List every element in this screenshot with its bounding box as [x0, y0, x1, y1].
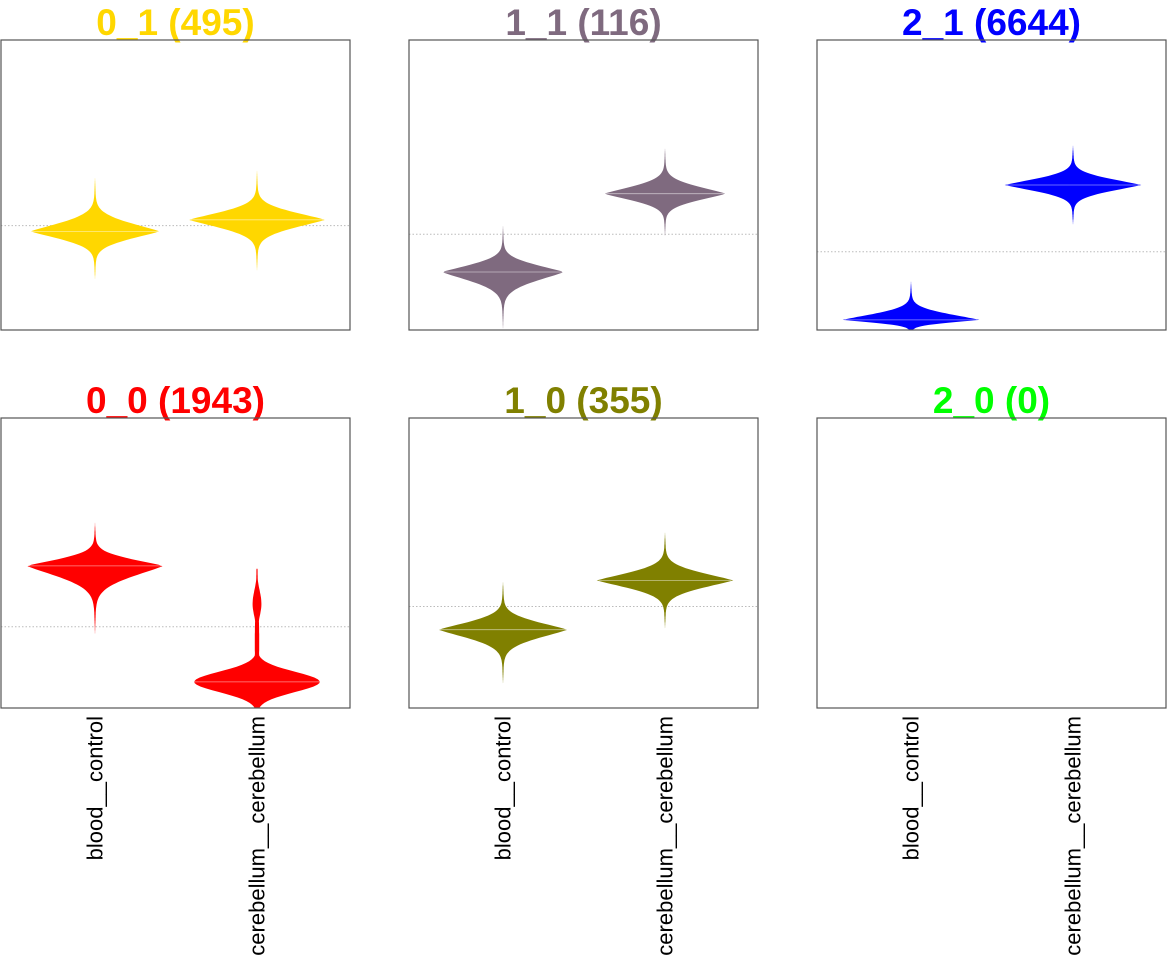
x-tick-label: blood__control — [899, 716, 924, 860]
plot-area — [409, 531, 758, 685]
panel-frame — [816, 417, 1167, 709]
violin-blood__control — [31, 176, 159, 281]
panel-2_1: 2_1 (6644) — [816, 2, 1167, 331]
panel-title: 2_1 (6644) — [902, 2, 1081, 43]
violin-blood__control — [842, 280, 980, 330]
plot-area — [409, 147, 758, 330]
panel-frame — [408, 417, 759, 709]
panel-frame — [816, 39, 1167, 331]
plot-area — [817, 144, 1166, 330]
plot-area — [1, 170, 350, 281]
violin-blood__control — [443, 225, 563, 330]
panel-frame — [408, 39, 759, 331]
panel-title: 0_1 (495) — [96, 2, 254, 43]
panel-2_0: 2_0 (0) blood__control cerebellum__cerebel… — [816, 380, 1167, 956]
plot-area — [1, 522, 350, 708]
panel-title: 2_0 (0) — [933, 380, 1050, 421]
panel-frame — [0, 39, 351, 331]
violin-blood__control — [439, 580, 567, 685]
panel-frame — [0, 417, 351, 709]
x-tick-label: blood__control — [491, 716, 516, 860]
x-tick-label: cerebellum__cerebellum — [245, 716, 270, 956]
violin-cerebellum__cerebellum — [605, 147, 725, 238]
panel-0_0: 0_0 (1943) blood__control cerebellum__cere… — [0, 380, 351, 956]
x-tick-label: cerebellum__cerebellum — [1061, 716, 1086, 956]
violin-cerebellum__cerebellum — [194, 568, 320, 708]
x-tick-label: cerebellum__cerebellum — [653, 716, 678, 956]
panel-0_1: 0_1 (495) — [0, 2, 351, 331]
violin-blood__control — [27, 522, 163, 636]
panel-title: 1_1 (116) — [505, 2, 661, 43]
panel-1_0: 1_0 (355) blood__control cerebellum__cereb… — [408, 380, 759, 956]
panel-title: 1_0 (355) — [504, 380, 662, 421]
panel-1_1: 1_1 (116) — [408, 2, 759, 331]
panel-title: 0_0 (1943) — [86, 380, 265, 421]
violin-cerebellum__cerebellum — [189, 170, 325, 272]
x-tick-label: blood__control — [83, 716, 108, 860]
